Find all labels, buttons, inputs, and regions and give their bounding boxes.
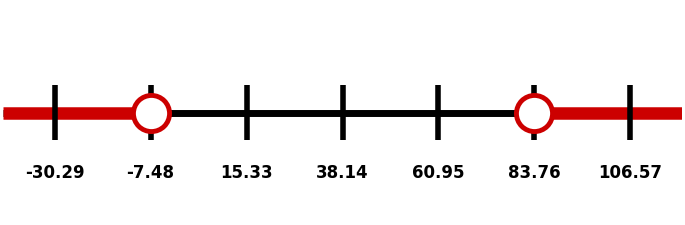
Text: -7.48: -7.48 (127, 164, 175, 182)
Text: 60.95: 60.95 (412, 164, 464, 182)
Text: -30.29: -30.29 (25, 164, 84, 182)
Text: 38.14: 38.14 (316, 164, 369, 182)
Text: 106.57: 106.57 (599, 164, 662, 182)
Text: 83.76: 83.76 (508, 164, 561, 182)
Text: 15.33: 15.33 (220, 164, 273, 182)
